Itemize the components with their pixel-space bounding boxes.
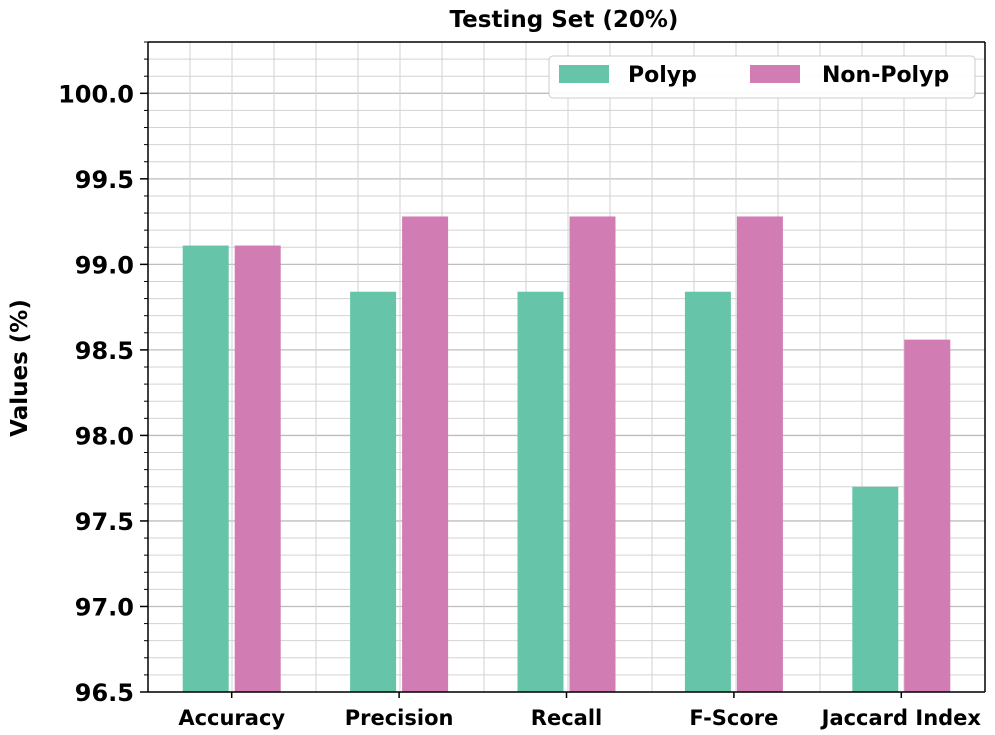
bar-non-polyp-precision xyxy=(402,216,449,692)
bar-non-polyp-accuracy xyxy=(234,245,281,693)
y-tick-label: 99.0 xyxy=(75,251,134,279)
bar-non-polyp-f-score xyxy=(736,216,783,692)
bar-non-polyp-recall xyxy=(569,216,616,692)
y-axis-label: Values (%) xyxy=(7,299,33,437)
chart-title: Testing Set (20%) xyxy=(450,7,679,33)
bar-polyp-accuracy xyxy=(182,245,229,693)
x-tick-label: F-Score xyxy=(689,706,778,730)
bar-polyp-recall xyxy=(517,291,564,692)
y-tick-label: 98.0 xyxy=(75,422,134,450)
legend-label-polyp: Polyp xyxy=(628,63,697,88)
y-tick-label: 97.5 xyxy=(75,508,134,536)
y-tick-label: 98.5 xyxy=(75,337,134,365)
bar-polyp-precision xyxy=(350,291,397,692)
x-tick-label: Jaccard Index xyxy=(820,706,982,730)
x-tick-label: Precision xyxy=(345,706,454,730)
bar-non-polyp-jaccard-index xyxy=(904,339,951,692)
y-tick-label: 96.5 xyxy=(75,679,134,707)
y-tick-label: 99.5 xyxy=(75,166,134,194)
bar-polyp-f-score xyxy=(684,291,731,692)
legend-label-non-polyp: Non-Polyp xyxy=(822,63,949,88)
y-tick-label: 97.0 xyxy=(75,593,134,621)
legend-swatch-non-polyp xyxy=(750,65,800,83)
legend-swatch-polyp xyxy=(559,65,609,83)
bar-polyp-jaccard-index xyxy=(852,486,899,692)
bars xyxy=(182,216,951,693)
x-tick-label: Recall xyxy=(531,706,602,730)
x-tick-label: Accuracy xyxy=(178,706,285,730)
legend: Polyp Non-Polyp xyxy=(548,55,976,99)
y-tick-label: 100.0 xyxy=(58,80,134,108)
axes: Accuracy Precision Recall F-Score Jaccard In… xyxy=(58,41,986,730)
